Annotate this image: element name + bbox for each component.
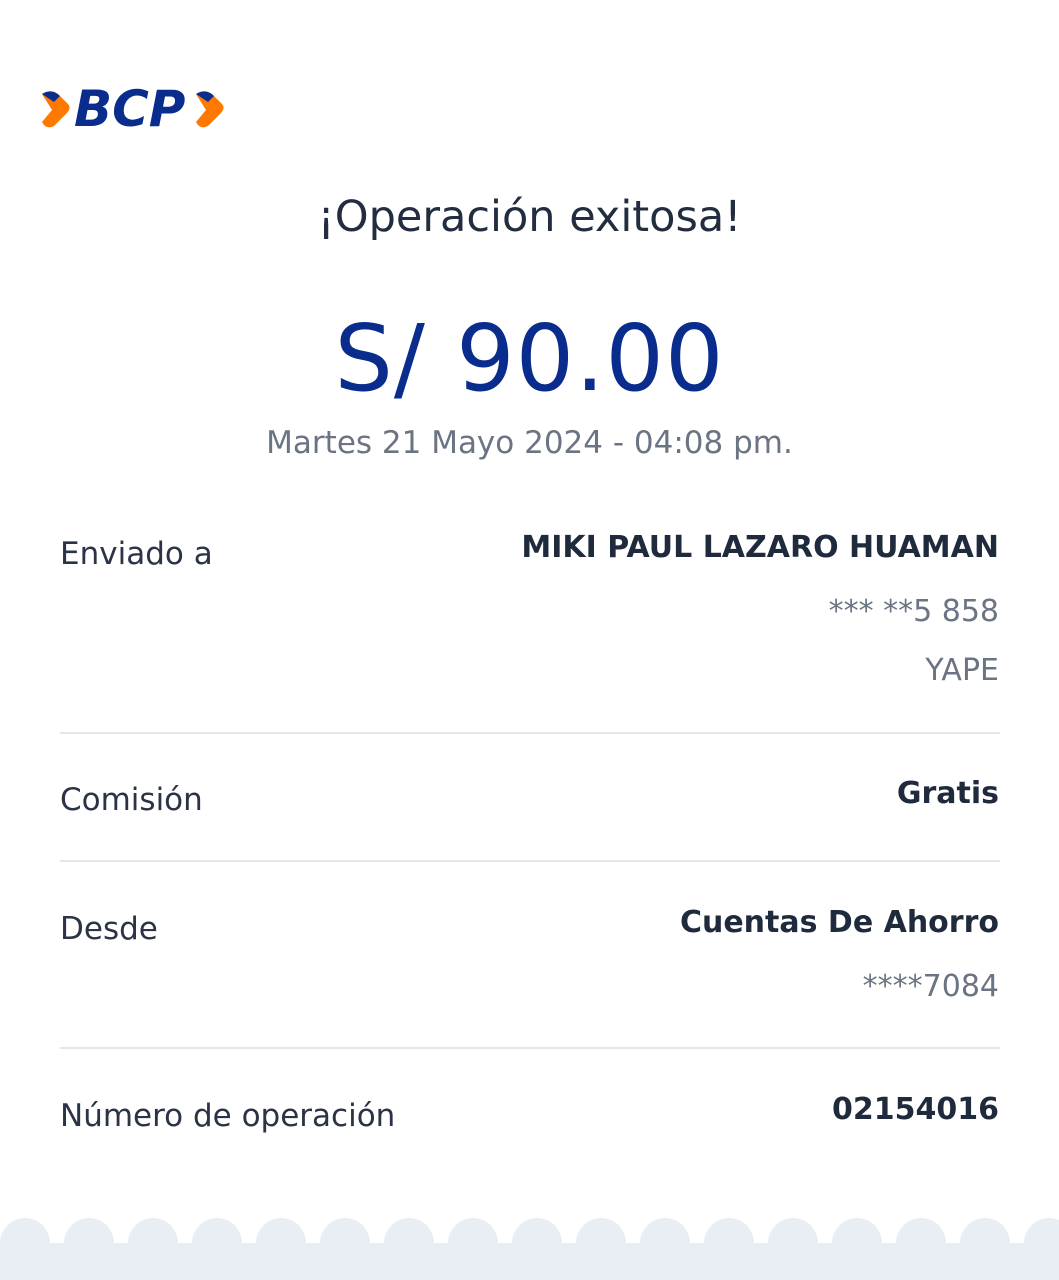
commission-label: Comisión	[60, 782, 203, 818]
source-label: Desde	[60, 911, 158, 947]
recipient-phone: *** **5 858	[828, 594, 999, 629]
source-account-number: ****7084	[862, 969, 999, 1004]
svg-text:BCP: BCP	[74, 80, 185, 136]
recipient-label: Enviado a	[60, 536, 213, 572]
divider	[60, 1047, 1000, 1049]
recipient-name: MIKI PAUL LAZARO HUAMAN	[521, 530, 999, 565]
commission-value: Gratis	[896, 776, 999, 811]
operation-number-label: Número de operación	[60, 1098, 396, 1134]
divider	[60, 732, 1000, 734]
recipient-destination: YAPE	[925, 653, 999, 688]
receipt-scallop-edge	[0, 1218, 1059, 1280]
operation-number-value: 02154016	[832, 1092, 999, 1127]
success-title: ¡Operación exitosa!	[317, 192, 742, 242]
amount: S/ 90.00	[334, 305, 725, 412]
operation-datetime: Martes 21 Mayo 2024 - 04:08 pm.	[266, 425, 793, 461]
source-account-type: Cuentas De Ahorro	[679, 905, 999, 940]
bcp-logo: BCP	[42, 80, 224, 136]
divider	[60, 860, 1000, 862]
